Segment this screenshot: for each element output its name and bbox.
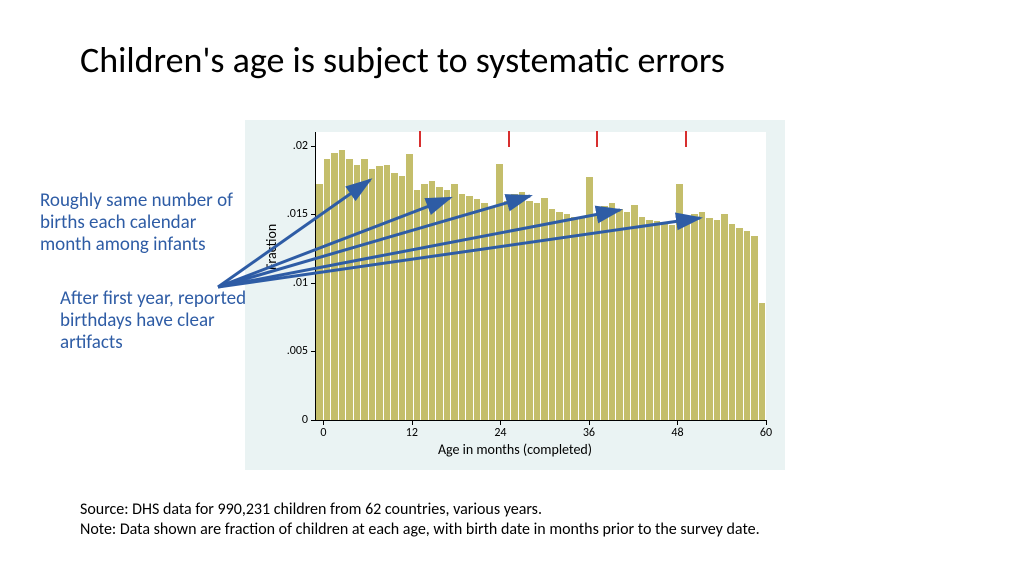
bar [361, 159, 369, 420]
y-tick [311, 420, 316, 421]
bar [721, 214, 729, 420]
source-note: Source: DHS data for 990,231 children fr… [80, 500, 760, 540]
annotation-artifacts: After first year, reported birthdays hav… [60, 288, 250, 354]
bar [691, 214, 699, 420]
annotation-infants: Roughly same number of births each calen… [40, 190, 240, 256]
year-marker [419, 131, 421, 147]
bar [744, 231, 752, 420]
source-line-1: Source: DHS data for 990,231 children fr… [80, 500, 760, 520]
bar [684, 221, 692, 420]
bar [369, 169, 377, 420]
bar [579, 218, 587, 420]
x-tick [766, 420, 767, 425]
bar [316, 184, 324, 420]
bar [586, 177, 594, 420]
year-marker [508, 131, 510, 147]
year-marker [596, 131, 598, 147]
bar [759, 303, 767, 420]
y-tick [311, 214, 316, 215]
bar [706, 218, 714, 420]
bar [526, 201, 534, 420]
bar [376, 166, 384, 420]
bar [519, 192, 527, 420]
bar [541, 198, 549, 420]
slide-title: Children's age is subject to systematic … [80, 38, 960, 82]
bar [549, 209, 557, 420]
y-tick [311, 146, 316, 147]
bar [729, 224, 737, 420]
bar [661, 223, 669, 420]
bar [339, 150, 347, 420]
bar [444, 190, 452, 420]
y-axis-label: Fraction [263, 224, 280, 270]
bar [331, 153, 339, 420]
y-tick [311, 283, 316, 284]
bar [534, 203, 542, 420]
x-tick [500, 420, 501, 425]
bar [609, 203, 617, 420]
x-tick [677, 420, 678, 425]
bar [466, 196, 474, 420]
bar [624, 212, 632, 420]
bar [384, 165, 392, 420]
plot-area: 012243648600.005.01.015.02 [315, 132, 766, 421]
bar [429, 181, 437, 420]
bar [354, 165, 362, 420]
bar [556, 212, 564, 420]
bar [669, 225, 677, 420]
x-tick [589, 420, 590, 425]
x-tick [412, 420, 413, 425]
bars-container [316, 132, 766, 420]
bar [601, 206, 609, 420]
bar [631, 205, 639, 420]
x-axis-label: Age in months (completed) [245, 441, 785, 458]
bar [751, 236, 759, 420]
histogram-chart: Fraction Age in months (completed) 01224… [245, 120, 785, 470]
bar [489, 207, 497, 420]
bar [639, 217, 647, 420]
bar [676, 184, 684, 420]
bar [459, 194, 467, 420]
bar [714, 220, 722, 420]
bar [496, 164, 504, 420]
y-tick [311, 351, 316, 352]
bar [481, 203, 489, 420]
x-tick [323, 420, 324, 425]
bar [736, 228, 744, 420]
bar [654, 221, 662, 420]
bar [324, 159, 332, 420]
year-marker [685, 131, 687, 147]
bar [511, 194, 519, 420]
bar [451, 184, 459, 420]
bar [594, 214, 602, 420]
source-line-2: Note: Data shown are fraction of childre… [80, 520, 760, 540]
bar [346, 159, 354, 420]
bar [399, 176, 407, 420]
bar [391, 173, 399, 420]
bar [421, 184, 429, 420]
bar [699, 212, 707, 420]
bar [474, 199, 482, 420]
slide: Children's age is subject to systematic … [0, 0, 1024, 576]
bar [406, 154, 414, 420]
bar [436, 187, 444, 420]
bar [571, 217, 579, 420]
bar [414, 190, 422, 420]
bar [616, 209, 624, 420]
bar [564, 214, 572, 420]
bar [504, 201, 512, 420]
bar [646, 220, 654, 420]
